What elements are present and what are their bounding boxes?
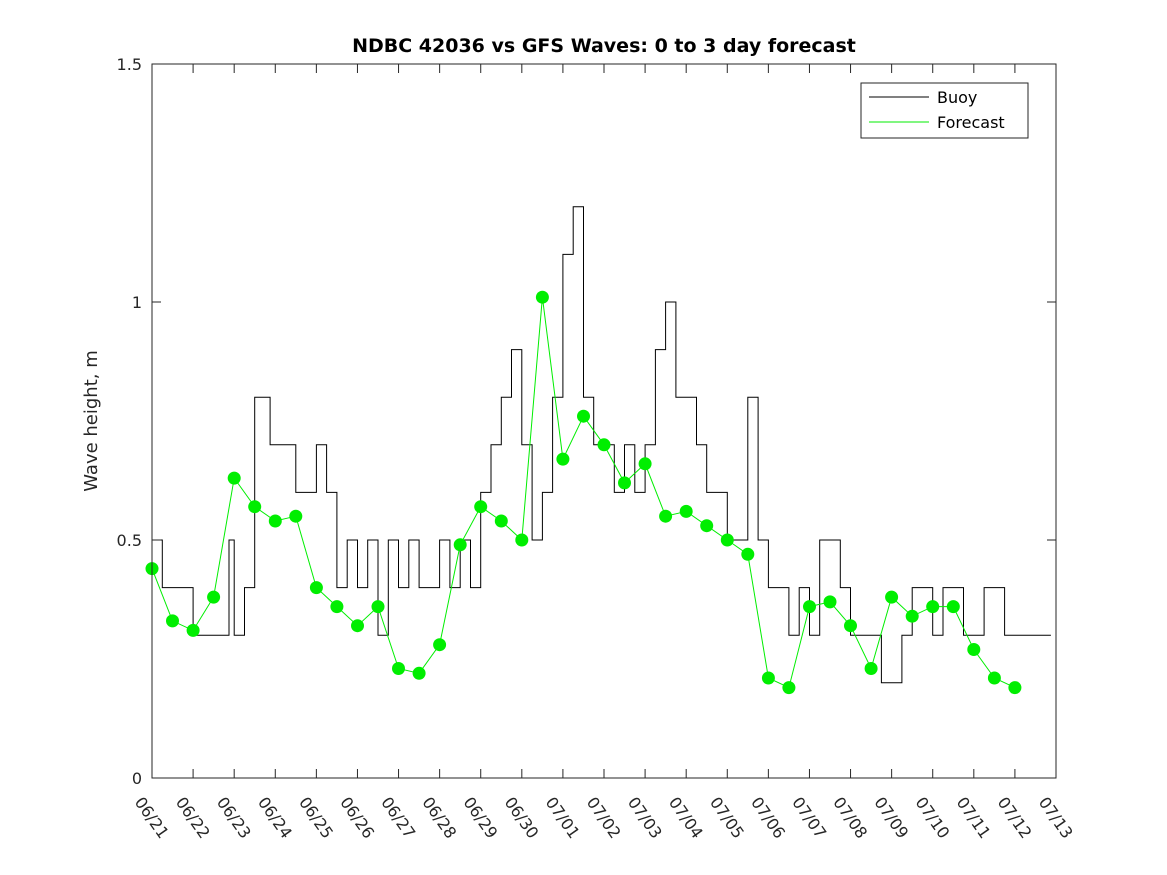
forecast-point bbox=[186, 623, 200, 637]
forecast-point bbox=[371, 600, 385, 614]
forecast-point bbox=[905, 609, 919, 623]
forecast-point bbox=[474, 500, 488, 514]
forecast-point bbox=[433, 638, 447, 652]
forecast-point bbox=[659, 509, 673, 523]
legend-label-buoy: Buoy bbox=[937, 88, 977, 107]
plot-area: 06/21 06/22 06/23 06/24 06/25 06/26 06/27 06/28… bbox=[117, 55, 1077, 842]
forecast-point bbox=[987, 671, 1001, 685]
forecast-point bbox=[926, 600, 940, 614]
forecast-point bbox=[720, 533, 734, 547]
forecast-point bbox=[330, 600, 344, 614]
forecast-point bbox=[803, 600, 816, 614]
forecast-point bbox=[1008, 681, 1022, 695]
forecast-point bbox=[761, 671, 775, 685]
y-tick-label: 0.5 bbox=[117, 531, 142, 550]
forecast-point bbox=[823, 595, 837, 609]
forecast-point bbox=[679, 504, 693, 518]
forecast-point bbox=[597, 438, 611, 452]
forecast-point bbox=[248, 500, 262, 514]
forecast-point bbox=[351, 619, 364, 633]
forecast-point bbox=[864, 662, 878, 675]
legend-label-forecast: Forecast bbox=[937, 113, 1005, 132]
forecast-point bbox=[885, 590, 899, 604]
forecast-point bbox=[453, 538, 467, 552]
forecast-point bbox=[618, 476, 631, 490]
y-tick-label: 1.5 bbox=[117, 55, 142, 74]
chart-title: NDBC 42036 vs GFS Waves: 0 to 3 day fore… bbox=[352, 35, 856, 57]
y-axis-ticks: 0 0.5 1 1.5 bbox=[117, 55, 1056, 788]
y-tick-label: 0 bbox=[132, 769, 142, 788]
plot-background bbox=[152, 64, 1056, 778]
forecast-point bbox=[268, 514, 282, 528]
forecast-point bbox=[207, 590, 221, 604]
forecast-point bbox=[309, 581, 323, 595]
y-tick-label: 1 bbox=[132, 293, 142, 312]
forecast-point bbox=[638, 457, 652, 471]
forecast-point bbox=[494, 514, 508, 528]
forecast-point bbox=[556, 452, 570, 466]
forecast-point bbox=[946, 600, 960, 614]
forecast-point bbox=[844, 619, 857, 633]
forecast-point bbox=[392, 662, 405, 675]
forecast-point bbox=[967, 643, 981, 656]
series-line-buoy bbox=[152, 206, 1051, 684]
forecast-point bbox=[289, 509, 303, 523]
forecast-point bbox=[700, 519, 714, 533]
forecast-point bbox=[535, 290, 549, 304]
forecast-point bbox=[782, 681, 796, 695]
legend-box bbox=[860, 82, 1029, 139]
forecast-point bbox=[412, 666, 426, 680]
forecast-point bbox=[515, 533, 529, 547]
forecast-point bbox=[741, 547, 755, 561]
forecast-point bbox=[577, 409, 590, 423]
forecast-point bbox=[166, 614, 179, 628]
forecast-point bbox=[227, 471, 241, 485]
y-axis-label: Wave height, m bbox=[81, 350, 102, 491]
legend: Buoy Forecast bbox=[860, 82, 1029, 139]
